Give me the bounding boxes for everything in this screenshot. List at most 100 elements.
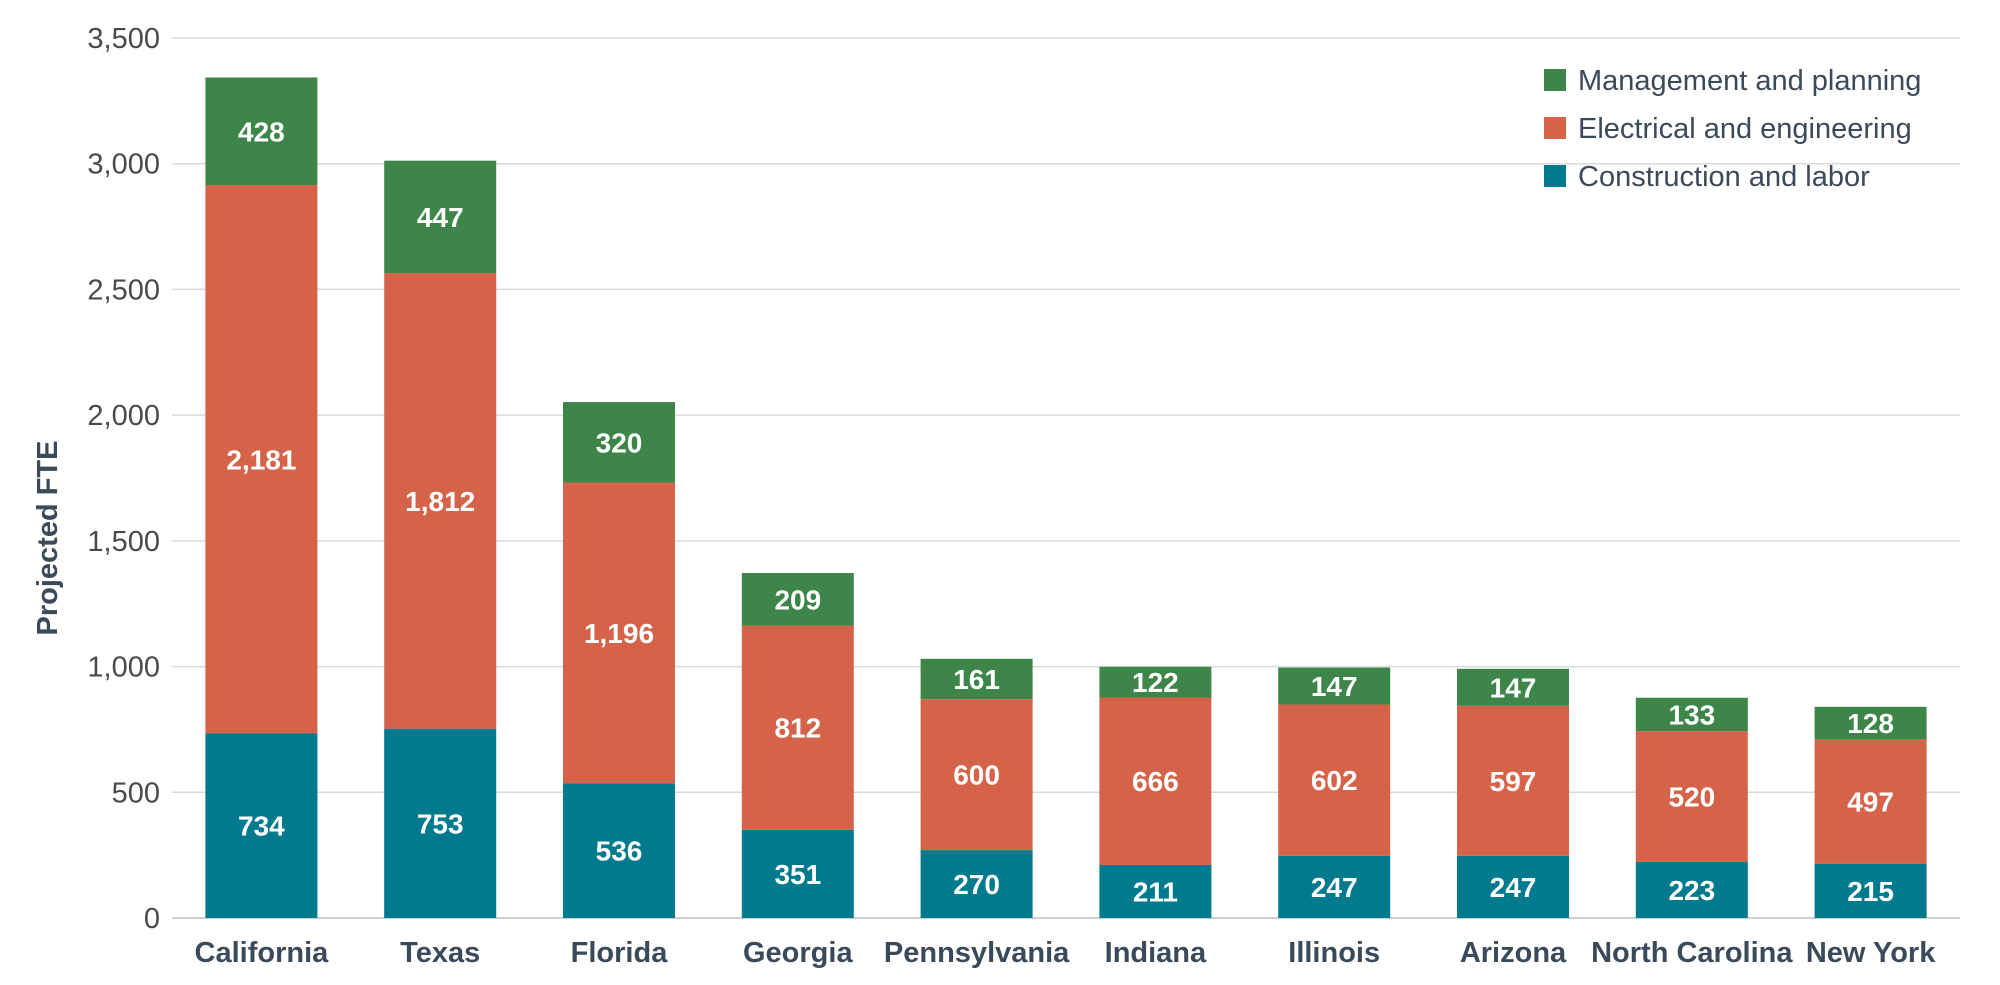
bar-segment[interactable] [920,850,1033,918]
y-tick-label: 3,500 [87,23,160,55]
bar-stack: 247 602 147 [1278,667,1391,918]
bar-value-label: 602 [1311,765,1358,796]
legend-label: Construction and labor [1578,161,1870,193]
bar-stack: 753 1,812 447 [384,160,497,918]
x-axis-categories: California Texas Florida Georgia Pennsylvani… [195,937,1937,969]
bar-stack: 211 666 122 [1099,666,1212,918]
bars: 734 2,181 428 753 1,812 447 536 1,196 320 351 812 2… [205,77,1927,918]
bar-stack: 223 520 133 [1635,697,1748,918]
bar-stack: 734 2,181 428 [205,77,318,918]
bar-value-label: 351 [774,859,821,890]
bar-segment[interactable] [205,185,318,734]
x-category-label: Georgia [743,937,853,969]
y-tick-label: 2,000 [87,400,160,432]
bar-value-label: 666 [1132,766,1179,797]
y-tick-label: 500 [112,777,160,809]
bar-segment[interactable] [205,733,318,918]
bar-stack: 536 1,196 320 [563,402,675,918]
bar-segment[interactable] [1099,864,1212,918]
bar-value-label: 447 [417,202,464,233]
bar-value-label: 122 [1132,667,1179,698]
bar-value-label: 428 [238,116,285,147]
bar-value-label: 209 [774,584,821,615]
bar-segment[interactable] [741,625,854,830]
bar-segment[interactable] [920,658,1033,700]
legend-item[interactable]: Electrical and engineering [1544,113,1912,145]
x-category-label: California [195,937,330,969]
bar-segment[interactable] [741,573,854,626]
bar-segment[interactable] [1278,855,1391,918]
bar-segment[interactable] [563,402,675,483]
bar-value-label: 247 [1490,872,1537,903]
x-category-label: Illinois [1288,937,1380,969]
bar-segment[interactable] [1635,731,1748,862]
bar-value-label: 600 [953,760,1000,791]
bar-stack: 351 812 209 [741,573,854,918]
bar-value-label: 320 [596,427,643,458]
bar-segment[interactable] [1278,704,1391,856]
bar-stack: 270 600 161 [920,658,1033,918]
bar-value-label: 147 [1311,671,1358,702]
y-tick-label: 3,000 [87,149,160,181]
bar-segment[interactable] [1635,697,1748,732]
legend[interactable]: Management and planning Electrical and en… [1544,65,1921,193]
bar-value-label: 536 [596,836,643,867]
bar-segment[interactable] [384,273,497,729]
legend-swatch [1544,117,1566,139]
y-tick-label: 1,500 [87,526,160,558]
x-category-label: Texas [400,937,480,969]
bar-segment[interactable] [1457,668,1569,706]
bar-segment[interactable] [920,699,1033,851]
x-category-label: Florida [571,937,669,969]
bar-segment[interactable] [1635,861,1748,918]
legend-label: Electrical and engineering [1578,113,1912,145]
bar-value-label: 753 [417,808,464,839]
bar-value-label: 161 [953,664,1000,695]
y-tick-label: 2,500 [87,274,160,306]
bar-value-label: 734 [238,811,285,842]
bar-value-label: 247 [1311,872,1358,903]
bar-value-label: 147 [1490,672,1537,703]
bar-segment[interactable] [1457,705,1569,856]
bar-segment[interactable] [1278,667,1391,705]
x-category-label: Pennsylvania [884,937,1070,969]
bar-value-label: 128 [1847,708,1894,739]
bar-value-label: 1,196 [584,618,654,649]
bar-value-label: 2,181 [226,444,296,475]
x-category-label: Arizona [1460,937,1567,969]
bar-value-label: 520 [1668,782,1715,813]
bar-stack: 247 597 147 [1457,668,1569,918]
bar-segment[interactable] [741,829,854,918]
legend-swatch [1544,69,1566,91]
bar-value-label: 270 [953,869,1000,900]
bar-value-label: 497 [1847,786,1894,817]
bar-segment[interactable] [1814,738,1927,864]
legend-swatch [1544,165,1566,187]
x-category-label: New York [1806,937,1936,969]
bar-stack: 215 497 128 [1814,706,1927,918]
bar-segment[interactable] [1814,706,1927,739]
bar-segment[interactable] [1099,697,1212,865]
legend-label: Management and planning [1578,65,1921,97]
bar-segment[interactable] [1457,855,1569,918]
legend-item[interactable]: Construction and labor [1544,161,1870,193]
y-tick-label: 0 [144,903,160,935]
bar-value-label: 215 [1847,876,1894,907]
bar-segment[interactable] [1099,666,1212,698]
y-tick-label: 1,000 [87,652,160,684]
bar-value-label: 133 [1668,699,1715,730]
bar-value-label: 211 [1133,876,1178,907]
bar-segment[interactable] [1814,863,1927,918]
bar-segment[interactable] [563,783,675,918]
bar-value-label: 597 [1490,766,1537,797]
y-axis-title: Projected FTE [32,441,64,636]
x-category-label: Indiana [1105,937,1207,969]
bar-segment[interactable] [563,482,675,784]
legend-item[interactable]: Management and planning [1544,65,1921,97]
bar-segment[interactable] [384,728,497,918]
bar-value-label: 1,812 [405,486,475,517]
bar-value-label: 812 [774,713,821,744]
bar-segment[interactable] [384,160,497,274]
bar-segment[interactable] [205,77,318,186]
